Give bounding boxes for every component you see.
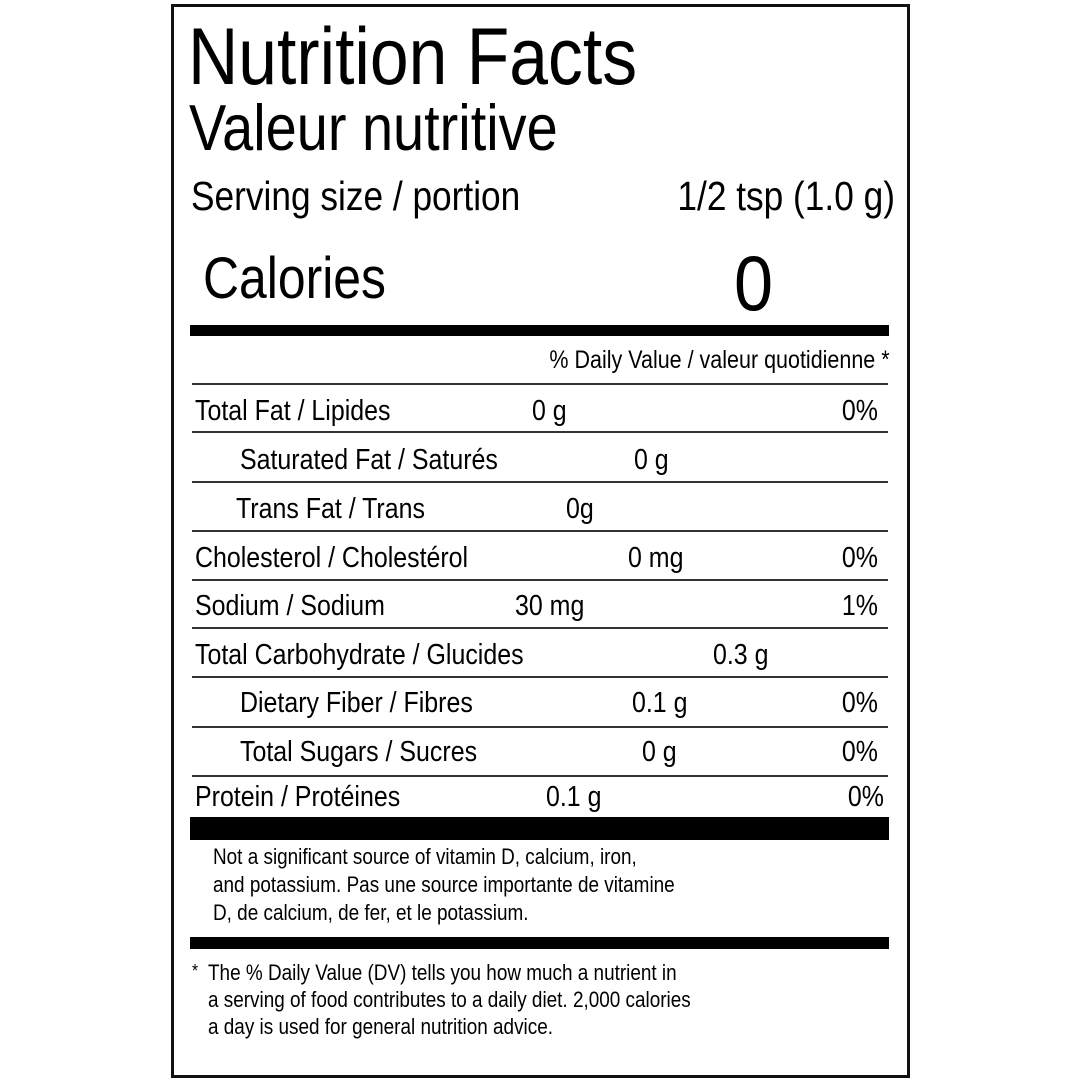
footnote-line: The % Daily Value (DV) tells you how muc…: [208, 960, 677, 985]
nutrient-name: Saturated Fat / Saturés: [240, 444, 498, 476]
nutrient-name: Total Carbohydrate / Glucides: [195, 639, 524, 671]
footnote-line: a day is used for general nutrition advi…: [208, 1014, 553, 1039]
title: Nutrition Facts: [188, 12, 638, 102]
nutrient-dv: 0%: [847, 781, 884, 813]
nutrient-amount: 0 g: [642, 736, 677, 768]
vitamin-note-line: and potassium. Pas une source importante…: [213, 872, 675, 897]
thick-divider: [190, 325, 889, 336]
divider: [192, 530, 888, 532]
calories-label: Calories: [203, 246, 386, 311]
nutrition-label-frame: [171, 4, 910, 1078]
nutrient-amount: 30 mg: [515, 590, 585, 622]
footnote-line: a serving of food contributes to a daily…: [208, 987, 691, 1012]
nutrient-amount: 0.1 g: [546, 781, 602, 813]
nutrient-dv: 1%: [841, 590, 878, 622]
subtitle: Valeur nutritive: [189, 91, 558, 164]
divider: [192, 775, 888, 777]
nutrient-name: Dietary Fiber / Fibres: [240, 687, 473, 719]
nutrient-dv: 0%: [841, 687, 878, 719]
divider: [192, 579, 888, 581]
divider: [192, 481, 888, 483]
serving-size-value: 1/2 tsp (1.0 g): [677, 173, 895, 219]
nutrient-amount: 0g: [566, 493, 594, 525]
calories-value: 0: [734, 239, 774, 327]
serving-size-label: Serving size / portion: [191, 173, 521, 219]
vitamin-note-line: D, de calcium, de fer, et le potassium.: [213, 900, 529, 925]
nutrient-dv: 0%: [841, 736, 878, 768]
daily-value-header: % Daily Value / valeur quotidienne *: [549, 346, 890, 374]
divider: [192, 627, 888, 629]
footnote-marker: *: [192, 961, 199, 981]
thick-divider: [190, 817, 889, 840]
nutrient-amount: 0.1 g: [632, 687, 688, 719]
divider: [192, 383, 888, 385]
nutrient-dv: 0%: [841, 542, 878, 574]
nutrient-name: Protein / Protéines: [195, 781, 401, 813]
nutrient-amount: 0 mg: [628, 542, 684, 574]
divider: [192, 431, 888, 433]
nutrient-name: Sodium / Sodium: [195, 590, 385, 622]
divider: [192, 726, 888, 728]
nutrient-name: Trans Fat / Trans: [236, 493, 425, 525]
nutrient-dv: 0%: [841, 395, 878, 427]
nutrient-amount: 0 g: [532, 395, 567, 427]
nutrient-amount: 0.3 g: [713, 639, 769, 671]
nutrient-amount: 0 g: [634, 444, 669, 476]
nutrient-name: Total Fat / Lipides: [195, 395, 391, 427]
divider: [192, 676, 888, 678]
nutrient-name: Cholesterol / Cholestérol: [195, 542, 469, 574]
nutrient-name: Total Sugars / Sucres: [240, 736, 478, 768]
vitamin-note-line: Not a significant source of vitamin D, c…: [213, 844, 637, 869]
thick-divider: [190, 937, 889, 949]
